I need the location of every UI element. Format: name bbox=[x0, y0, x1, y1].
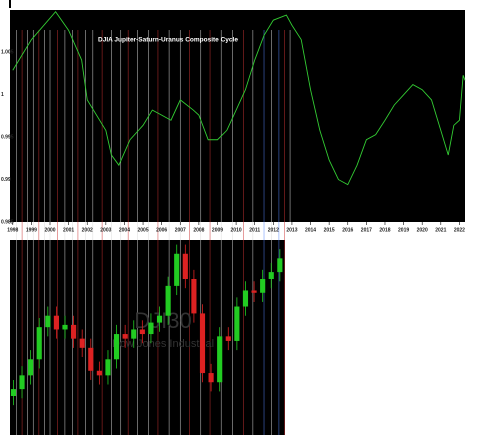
x-tick-label: 2019 bbox=[398, 227, 409, 233]
x-tick-label: 2009 bbox=[212, 227, 223, 233]
x-tick-label: 2005 bbox=[137, 227, 148, 233]
x-tick-label: 2006 bbox=[156, 227, 167, 233]
candle-body bbox=[277, 258, 283, 273]
candle-body bbox=[28, 359, 34, 376]
candle-body bbox=[217, 336, 223, 383]
candle-body bbox=[88, 347, 94, 371]
x-tick-label: 2000 bbox=[44, 227, 55, 233]
watermark: DJI30 bbox=[134, 308, 191, 333]
y-tick-label: 0.985 bbox=[1, 219, 14, 225]
candle-body bbox=[148, 322, 154, 335]
x-tick-label: 2003 bbox=[100, 227, 111, 233]
cycle-line-series bbox=[12, 10, 466, 186]
y-tick-label: 1 bbox=[1, 92, 4, 98]
candle-body bbox=[79, 338, 85, 348]
x-tick-label: 2001 bbox=[63, 227, 74, 233]
candle-body bbox=[268, 272, 274, 279]
x-tick-label: 2015 bbox=[324, 227, 335, 233]
candle-body bbox=[122, 334, 128, 339]
candle-body bbox=[199, 313, 206, 374]
x-tick-label: 2007 bbox=[175, 227, 186, 233]
x-tick-label: 2016 bbox=[342, 227, 353, 233]
candle-body bbox=[208, 373, 214, 383]
candle-body bbox=[165, 285, 171, 316]
x-tick-label: 2002 bbox=[82, 227, 93, 233]
x-tick-label: 2004 bbox=[119, 227, 130, 233]
candle-body bbox=[191, 279, 197, 314]
candle-body bbox=[113, 334, 120, 360]
x-tick-label: 2021 bbox=[435, 227, 446, 233]
x-tick-label: 1999 bbox=[26, 227, 37, 233]
candle-body bbox=[10, 389, 17, 396]
candle-body bbox=[182, 253, 188, 279]
candle-body bbox=[131, 329, 137, 339]
x-tick-label: 2022 bbox=[454, 227, 465, 233]
candle-body bbox=[225, 336, 231, 341]
y-tick-label: 0.99 bbox=[1, 177, 11, 183]
x-tick-label: 2011 bbox=[249, 227, 260, 233]
candle-body bbox=[242, 290, 249, 307]
candle-body bbox=[45, 315, 51, 328]
x-tick-label: 2013 bbox=[286, 227, 297, 233]
x-tick-label: 2020 bbox=[417, 227, 428, 233]
candle-body bbox=[251, 290, 257, 293]
watermark: Dow Jones Industrial bbox=[112, 338, 214, 350]
candle-body bbox=[174, 253, 180, 286]
x-tick-label: 2014 bbox=[305, 227, 316, 233]
candle-body bbox=[260, 279, 266, 293]
candle-body bbox=[71, 324, 77, 339]
candle-body bbox=[156, 315, 163, 323]
candle-body bbox=[62, 324, 68, 330]
candle-body bbox=[19, 375, 25, 390]
top-panel bbox=[10, 10, 465, 222]
chart-title: DJIA Jupiter-Saturn-Uranus Composite Cyc… bbox=[98, 37, 238, 44]
candle-body bbox=[96, 370, 102, 376]
y-tick-label: 1.005 bbox=[1, 50, 14, 56]
y-tick-label: 0.995 bbox=[1, 135, 14, 141]
x-tick-label: 2018 bbox=[379, 227, 390, 233]
x-tick-label: 2010 bbox=[231, 227, 242, 233]
x-tick-label: 2008 bbox=[193, 227, 204, 233]
candle-body bbox=[105, 359, 111, 376]
candle-body bbox=[36, 327, 42, 360]
candle-body bbox=[139, 329, 145, 335]
x-tick-label: 1998 bbox=[7, 227, 18, 233]
x-tick-label: 2017 bbox=[361, 227, 372, 233]
x-tick-label: 2012 bbox=[268, 227, 279, 233]
candle-body bbox=[234, 306, 240, 341]
candle-body bbox=[53, 315, 59, 330]
